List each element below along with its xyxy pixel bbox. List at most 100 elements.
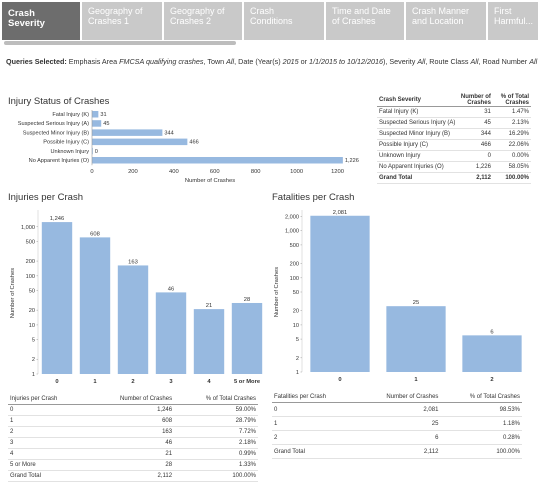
table-row: Fatal Injury (K) 31 1.47% (377, 106, 531, 118)
y-tick-label: 100 (26, 274, 35, 280)
cell: 0.00% (492, 150, 531, 162)
category-label: Unknown Injury (50, 149, 89, 155)
tab-crash-severity[interactable]: Crash Severity (2, 2, 80, 40)
data-label: 46 (168, 286, 174, 292)
x-tick-label: 400 (169, 169, 179, 175)
table-row: 3 46 2.18% (8, 437, 258, 449)
data-label: 608 (90, 231, 100, 237)
queries-selected: Queries Selected: Emphasis Area FMCSA qu… (6, 57, 538, 66)
data-label: 0 (95, 149, 98, 155)
bar (92, 147, 93, 155)
y-tick-label: 200 (26, 259, 35, 265)
injuries-per-crash-title: Injuries per Crash (8, 192, 83, 203)
cell: Possible Injury (C) (377, 139, 458, 151)
y-tick-label: 2,000 (285, 215, 299, 221)
data-label: 1,246 (50, 216, 65, 222)
table-row: Suspected Serious Injury (A) 45 2.13% (377, 117, 531, 129)
tab-manner-location[interactable]: Crash Manner and Location (406, 2, 486, 40)
y-axis-title: Number of Crashes (274, 267, 280, 317)
cell: 31 (457, 106, 493, 118)
data-label: 28 (244, 297, 250, 303)
tab-time-date[interactable]: Time and Date of Crashes (326, 2, 404, 40)
tab-geography-2[interactable]: Geography of Crashes 2 (164, 2, 242, 40)
cell: 98.53% (440, 402, 522, 417)
cell: Unknown Injury (377, 150, 458, 162)
data-label: 1,226 (345, 158, 359, 164)
cell: 1 (272, 416, 357, 431)
y-tick-label: 500 (290, 243, 299, 249)
fatalities-per-crash-title: Fatalities per Crash (272, 192, 355, 203)
x-tick-label: 2 (131, 379, 134, 385)
data-label: 21 (206, 303, 212, 309)
x-axis-title: Number of Crashes (185, 178, 235, 184)
tab-scrollbar[interactable] (4, 41, 236, 45)
data-label: 163 (128, 259, 138, 265)
cell: Grand Total (377, 172, 458, 184)
y-tick-label: 10 (293, 323, 299, 329)
tab-geography-1[interactable]: Geography of Crashes 1 (82, 2, 162, 40)
cell: Grand Total (8, 470, 88, 482)
bar (155, 292, 187, 374)
x-tick-label: 1 (93, 379, 97, 385)
injuries-per-crash-table: Injuries per Crash Number of Crashes % o… (8, 394, 258, 482)
data-label: 45 (103, 121, 109, 127)
cell: 58.05% (492, 161, 531, 173)
col-header: Crash Severity (377, 94, 458, 107)
cell: 0.99% (174, 448, 258, 460)
cell: 6 (356, 430, 441, 445)
x-tick-label: 1 (414, 377, 418, 383)
cell: 1,226 (457, 161, 493, 173)
bar (92, 111, 99, 118)
table-row: 0 1,246 59.00% (8, 404, 258, 416)
cell: 22.06% (492, 139, 531, 151)
x-tick-label: 4 (207, 379, 211, 385)
cell: 100.00% (174, 470, 258, 482)
cell: 0.28% (440, 430, 522, 445)
y-tick-label: 1,000 (285, 229, 299, 235)
cell: 2,112 (87, 470, 175, 482)
col-header: Number of Crashes (457, 94, 493, 107)
cell: Fatal Injury (K) (377, 106, 458, 118)
cell: 0 (457, 150, 493, 162)
cell: 2,112 (457, 172, 493, 184)
cell: 3 (8, 437, 88, 449)
bar (193, 309, 225, 374)
y-tick-label: 2 (32, 357, 35, 363)
cell: 1.33% (174, 459, 258, 471)
data-label: 31 (100, 112, 106, 118)
x-tick-label: 0 (55, 379, 58, 385)
table-row: 0 2,081 98.53% (272, 402, 522, 417)
y-axis-title: Number of Crashes (10, 268, 16, 318)
x-tick-label: 2 (490, 377, 493, 383)
data-label: 25 (413, 300, 419, 306)
col-header: % of Total Crashes (174, 394, 258, 405)
y-tick-label: 100 (290, 276, 299, 282)
cell: 28.79% (174, 415, 258, 427)
tab-crash-conditions[interactable]: Crash Conditions (244, 2, 324, 40)
col-header: Fatalities per Crash (272, 392, 357, 403)
x-tick-label: 200 (128, 169, 138, 175)
y-tick-label: 2 (296, 356, 299, 362)
table-row: No Apparent Injuries (O) 1,226 58.05% (377, 161, 531, 173)
cell: 2.13% (492, 117, 531, 129)
bar (310, 215, 370, 372)
cell: 0 (8, 404, 88, 416)
x-tick-label: 600 (210, 169, 220, 175)
cell: 2 (272, 430, 357, 445)
fatalities-per-crash-chart: 1251020501002005001,0002,0002,081025162N… (274, 210, 522, 383)
table-row: 1 608 28.79% (8, 415, 258, 427)
cell: Grand Total (272, 444, 357, 459)
x-tick-label: 3 (169, 379, 173, 385)
cell: 100.00% (440, 444, 522, 459)
tab-bar: Crash Severity Geography of Crashes 1 Ge… (0, 0, 538, 40)
y-tick-label: 1,000 (21, 225, 35, 231)
cell: 7.72% (174, 426, 258, 438)
bar (92, 138, 188, 146)
cell: 5 or More (8, 459, 88, 471)
cell: 344 (457, 128, 493, 140)
y-tick-label: 5 (32, 338, 35, 344)
y-tick-label: 200 (290, 262, 299, 268)
tab-first-harmful[interactable]: First Harmful... (488, 2, 538, 40)
fatalities-per-crash-table: Fatalities per Crash Number of Crashes %… (272, 392, 522, 459)
cell: 608 (87, 415, 175, 427)
